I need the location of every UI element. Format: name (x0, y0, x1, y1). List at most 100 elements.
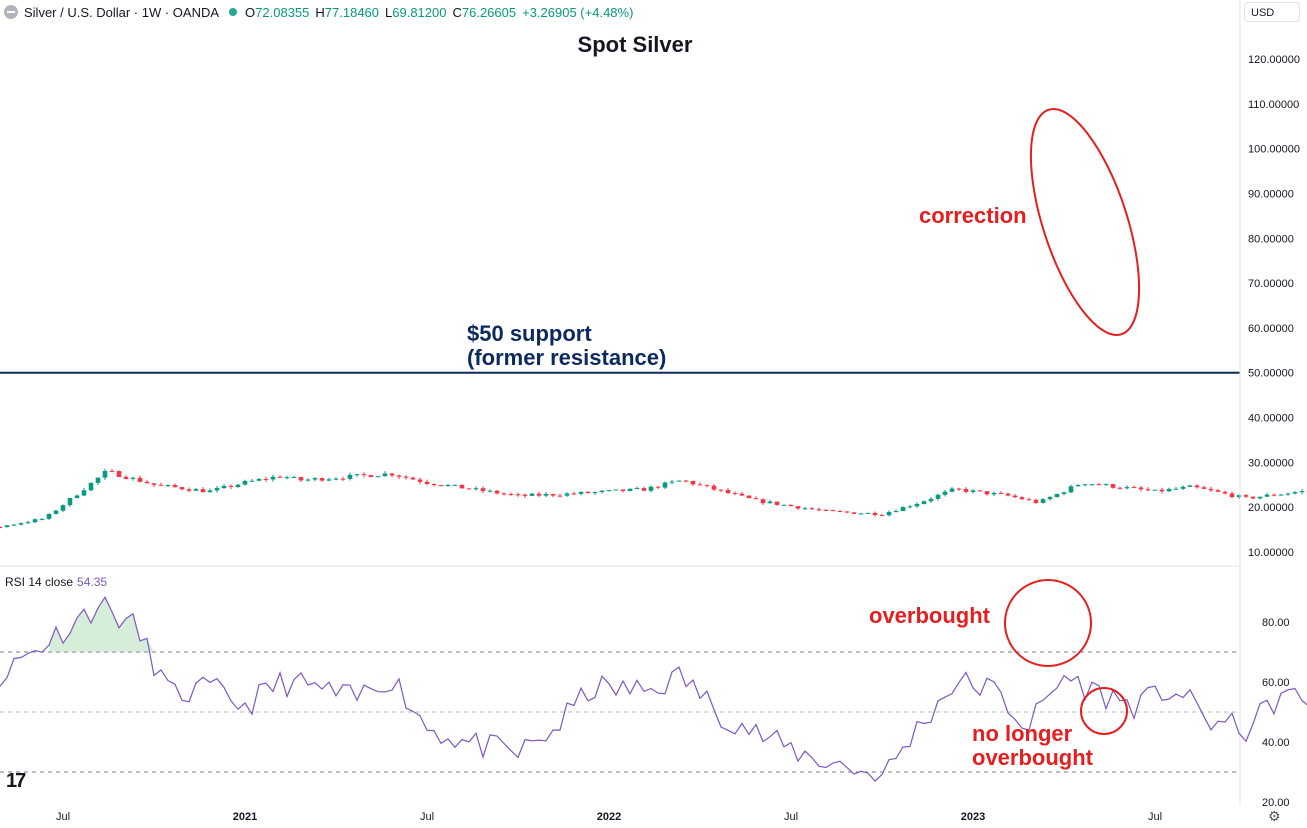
candle-body (137, 477, 143, 482)
candle-body (1229, 493, 1235, 498)
candle-body (802, 508, 808, 510)
candle-body (753, 498, 759, 500)
candle-body (1047, 497, 1053, 500)
candle-body (277, 476, 283, 478)
candle-body (627, 488, 633, 492)
candle-body (718, 489, 724, 491)
candle-body (942, 491, 948, 495)
candle-body (25, 522, 31, 524)
candle-body (1257, 496, 1263, 499)
rsi-tick-label: 60.00 (1262, 677, 1290, 689)
currency-selector[interactable]: USD (1244, 2, 1300, 22)
candle-body (403, 476, 409, 478)
candle-body (550, 493, 556, 496)
candle-body (1208, 488, 1214, 491)
candle-body (1285, 493, 1291, 495)
overbought-label: overbought (869, 603, 990, 628)
candle-body (298, 477, 304, 481)
overbought-label-2: overbought (972, 745, 1093, 770)
candle-body (368, 475, 374, 477)
candle-body (781, 504, 787, 506)
candle-body (88, 482, 94, 491)
candle-body (221, 485, 227, 488)
candle-body (249, 480, 255, 482)
candle-body (473, 488, 479, 490)
candle-body (319, 478, 325, 481)
x-tick-label: Jul (1148, 811, 1162, 823)
candle-body (312, 478, 318, 480)
candle-body (816, 509, 822, 511)
candle-body (333, 478, 339, 480)
candle-body (0, 526, 3, 528)
gear-icon[interactable]: ⚙ (1268, 808, 1281, 824)
candle-body (116, 471, 122, 477)
candle-body (186, 489, 192, 491)
candle-body (431, 483, 437, 486)
candle-body (4, 525, 10, 528)
candle-body (676, 480, 682, 482)
x-tick-label: Jul (420, 811, 434, 823)
candle-body (1138, 487, 1144, 490)
candle-body (746, 495, 752, 499)
silver-icon (4, 5, 18, 19)
candle-body (557, 495, 563, 497)
candle-body (263, 479, 269, 481)
rsi-tick-label: 80.00 (1262, 617, 1290, 629)
price-tick-label: 40.00000 (1248, 413, 1294, 425)
candle-body (1264, 494, 1270, 497)
candle-body (648, 486, 654, 491)
candle-body (193, 489, 199, 491)
candle-body (1075, 485, 1081, 487)
symbol-name[interactable]: Silver / U.S. Dollar · 1W · OANDA (24, 4, 220, 20)
candle-body (494, 490, 500, 494)
candle-body (998, 492, 1004, 494)
candle-body (662, 482, 668, 488)
candle-body (697, 484, 703, 486)
candle-body (487, 490, 493, 492)
candle-body (46, 513, 52, 519)
rsi-overbought-fill (35, 597, 154, 652)
candle-body (60, 505, 66, 511)
candle-body (900, 506, 906, 512)
market-status-icon (229, 8, 238, 16)
candle-body (354, 474, 360, 476)
x-tick-label: 2023 (961, 811, 985, 823)
candle-body (214, 487, 220, 491)
candle-body (67, 498, 73, 506)
candle-body (179, 487, 185, 490)
candle-body (956, 488, 962, 490)
candle-body (326, 479, 332, 481)
candle-body (529, 493, 535, 496)
candle-body (459, 484, 465, 489)
price-tick-label: 10.00000 (1248, 547, 1294, 559)
candle-body (389, 473, 395, 476)
candle-body (284, 477, 290, 479)
no-longer-label: no longer (972, 721, 1073, 746)
candle-body (564, 493, 570, 496)
candle-body (620, 489, 626, 492)
candle-body (704, 484, 710, 486)
y-axis: 120.00000 110.00000 100.00000 90.00000 80.00… (1248, 54, 1300, 809)
candle-body (445, 485, 451, 487)
candle-body (578, 491, 584, 494)
rsi-tick-label: 20.00 (1262, 797, 1290, 809)
candle-body (977, 490, 983, 492)
candle-body (165, 484, 171, 486)
candle-body (1131, 487, 1137, 489)
candle-body (1096, 484, 1102, 486)
candle-body (592, 492, 598, 494)
candle-body (452, 484, 458, 486)
support-label: $50 support (former resistance) (467, 321, 667, 370)
candle-body (270, 476, 276, 480)
candle-body (1117, 487, 1123, 489)
candle-body (1026, 499, 1032, 501)
candle-body (991, 492, 997, 495)
candle-body (858, 513, 864, 515)
candle-body (935, 494, 941, 499)
candle-body (1040, 499, 1046, 503)
candle-body (172, 484, 178, 488)
ohlc-open: O72.08355 (245, 4, 310, 20)
ohlc-low: L69.81200 (385, 4, 447, 20)
price-tick-label: 30.00000 (1248, 457, 1294, 469)
